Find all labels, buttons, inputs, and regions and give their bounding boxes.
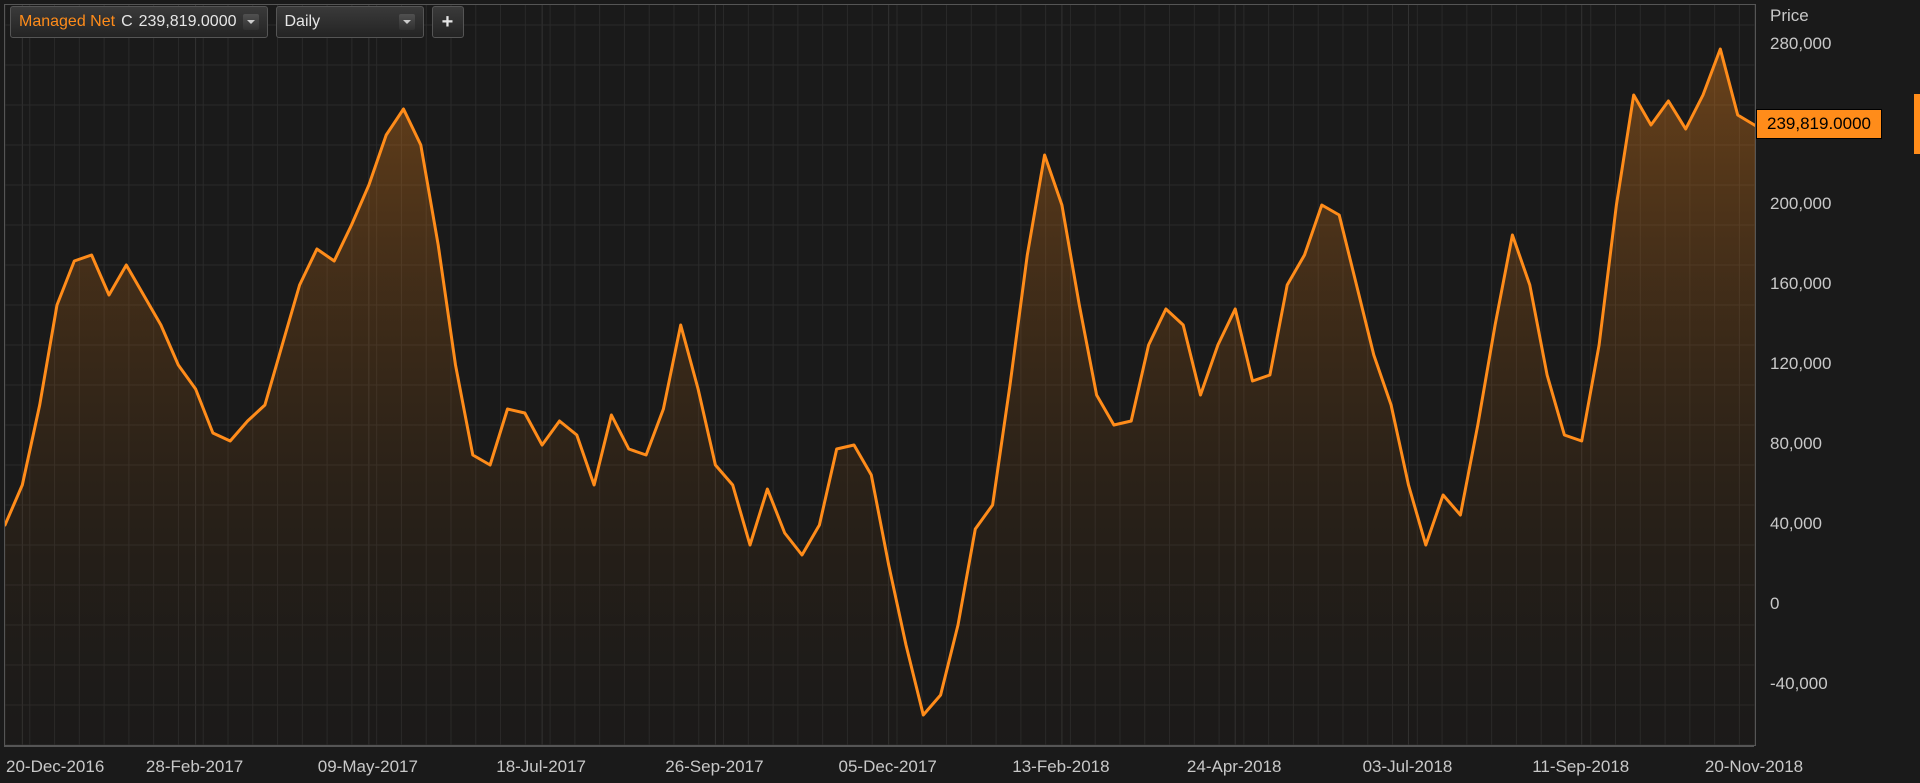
plus-icon: +: [442, 11, 454, 34]
interval-label: Daily: [285, 13, 321, 31]
y-axis-tick-label: 0: [1770, 594, 1779, 614]
x-axis-tick-label: 28-Feb-2017: [146, 757, 243, 777]
x-axis-tick-label: 05-Dec-2017: [839, 757, 937, 777]
interval-selector-dropdown[interactable]: Daily: [276, 6, 424, 38]
y-axis-tick-label: 40,000: [1770, 514, 1822, 534]
x-axis-tick-label: 24-Apr-2018: [1187, 757, 1282, 777]
series-name-label: Managed Net: [19, 13, 115, 31]
series-selector-dropdown[interactable]: Managed Net C 239,819.0000: [10, 6, 268, 38]
y-axis-title: Price: [1770, 6, 1809, 26]
x-axis-tick-label: 03-Jul-2018: [1363, 757, 1453, 777]
x-axis-tick-label: 13-Feb-2018: [1012, 757, 1109, 777]
chart-svg: [5, 5, 1755, 745]
y-axis-tick-label: 200,000: [1770, 194, 1831, 214]
y-axis-tick-label: 120,000: [1770, 354, 1831, 374]
chart-toolbar: Managed Net C 239,819.0000 Daily +: [10, 6, 464, 38]
chart-plot-area[interactable]: [4, 4, 1756, 746]
y-axis-tick-label: 160,000: [1770, 274, 1831, 294]
x-axis-tick-label: 09-May-2017: [318, 757, 418, 777]
chevron-down-icon: [243, 14, 259, 30]
x-axis-tick-label: 26-Sep-2017: [665, 757, 763, 777]
current-price-value: 239,819.0000: [1767, 114, 1871, 133]
x-axis-tick-label: 11-Sep-2018: [1532, 757, 1629, 777]
x-axis: 20-Dec-2016 28-Feb-2017 09-May-2017 18-Jul-…: [4, 746, 1754, 781]
series-value-label: 239,819.0000: [139, 13, 237, 31]
chevron-down-icon: [399, 14, 415, 30]
series-suffix-label: C: [121, 13, 133, 31]
price-accent-bar: [1914, 94, 1920, 154]
y-axis-tick-label: 280,000: [1770, 34, 1831, 54]
y-axis-tick-label: 80,000: [1770, 434, 1822, 454]
x-axis-tick-label: 20-Nov-2018: [1705, 757, 1803, 777]
current-price-flag: 239,819.0000: [1756, 109, 1882, 139]
x-axis-tick-label: 18-Jul-2017: [496, 757, 586, 777]
x-axis-tick-label: 20-Dec-2016: [6, 757, 104, 777]
add-series-button[interactable]: +: [432, 6, 464, 38]
y-axis-tick-label: -40,000: [1770, 674, 1828, 694]
